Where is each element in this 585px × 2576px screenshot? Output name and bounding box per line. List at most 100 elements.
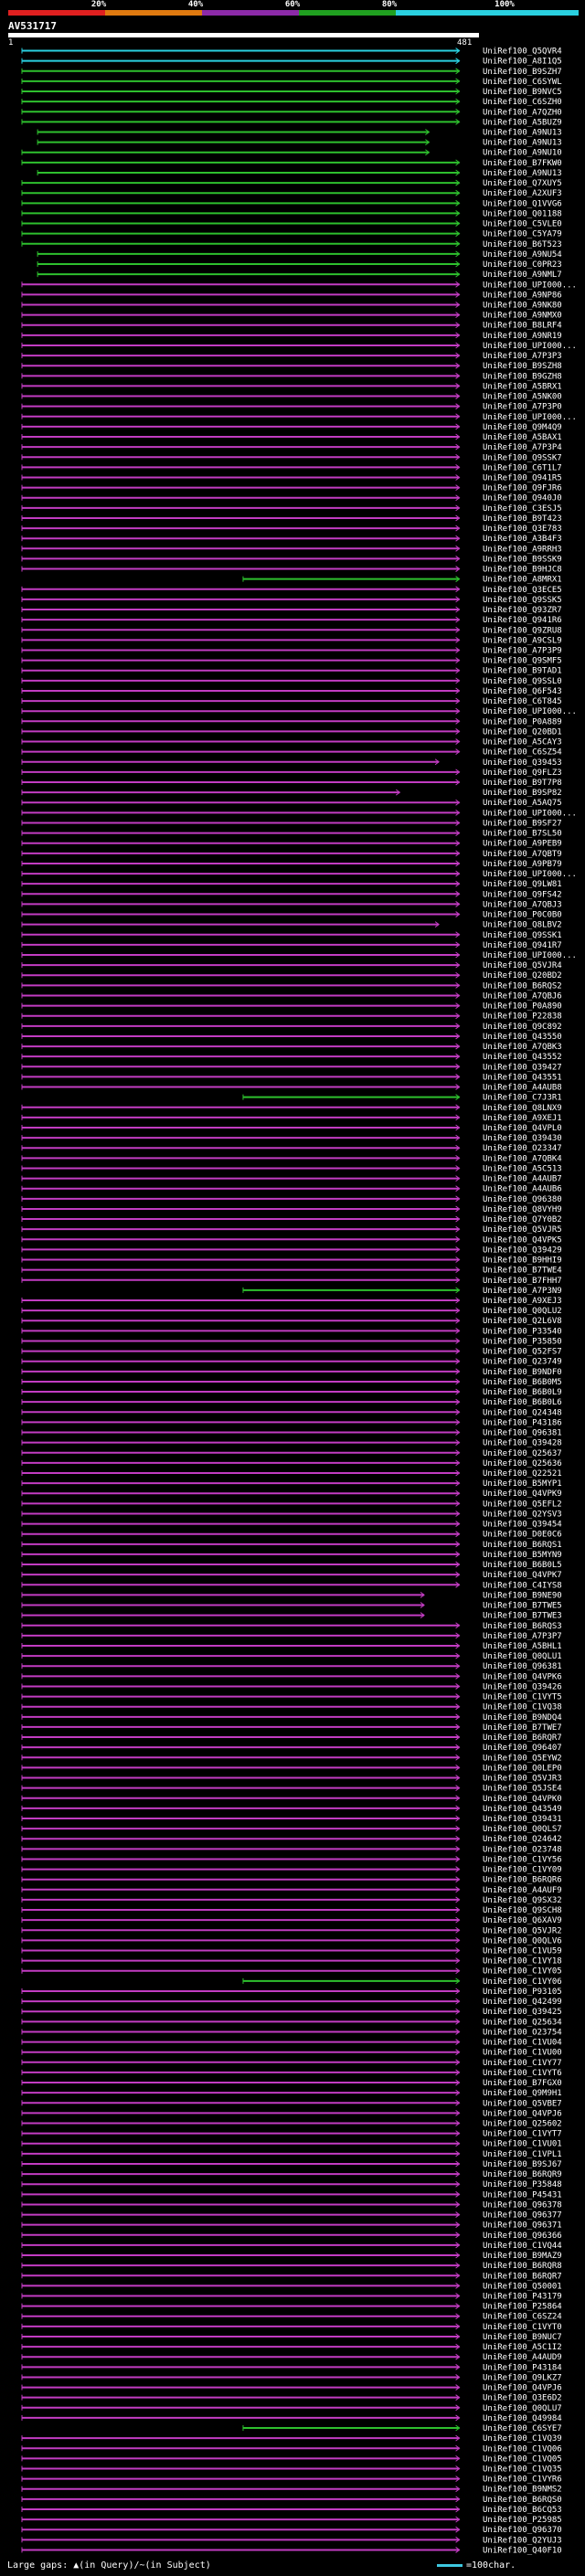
alignment-row[interactable]: UniRef100_C1VPL1 — [21, 2150, 562, 2159]
alignment-row[interactable]: UniRef100_A7P3P4 — [21, 443, 562, 452]
alignment-row[interactable]: UniRef100_P93105 — [21, 1988, 562, 1997]
hit-accession-label[interactable]: UniRef100_Q96381 — [483, 1662, 562, 1671]
alignment-row[interactable]: UniRef100_Q7XUY5 — [21, 179, 562, 188]
hit-accession-label[interactable]: UniRef100_C6SYWL — [483, 78, 562, 87]
hit-accession-label[interactable]: UniRef100_A7P3P4 — [483, 443, 562, 452]
hit-accession-label[interactable]: UniRef100_A5BUZ9 — [483, 118, 562, 127]
hit-accession-label[interactable]: UniRef100_B7FGX0 — [483, 2079, 562, 2088]
alignment-row[interactable]: UniRef100_B6RQS2 — [21, 981, 562, 991]
alignment-row[interactable]: UniRef100_A9NP86 — [21, 291, 562, 300]
alignment-row[interactable]: UniRef100_Q941R7 — [21, 941, 562, 950]
hit-accession-label[interactable]: UniRef100_Q9SMF5 — [483, 657, 562, 666]
hit-accession-label[interactable]: UniRef100_Q25636 — [483, 1459, 562, 1468]
alignment-row[interactable]: UniRef100_Q23749 — [21, 1358, 562, 1367]
alignment-row[interactable]: UniRef100_A9XEJ1 — [21, 1114, 562, 1123]
alignment-row[interactable]: UniRef100_Q5VJR4 — [21, 961, 562, 970]
hit-accession-label[interactable]: UniRef100_B6RQS2 — [483, 981, 562, 991]
hit-accession-label[interactable]: UniRef100_Q1VVG6 — [483, 199, 562, 208]
alignment-row[interactable]: UniRef100_Q9LW81 — [21, 880, 562, 889]
alignment-row[interactable]: UniRef100_B7TWE7 — [21, 1723, 562, 1733]
alignment-row[interactable]: UniRef100_Q9SSL0 — [21, 677, 562, 686]
hit-accession-label[interactable]: UniRef100_Q3E6D2 — [483, 2394, 562, 2403]
alignment-row[interactable]: UniRef100_Q5EYW2 — [21, 1754, 562, 1763]
hit-accession-label[interactable]: UniRef100_Q24348 — [483, 1408, 562, 1417]
alignment-row[interactable]: UniRef100_B6CQ53 — [21, 2506, 562, 2515]
alignment-row[interactable]: UniRef100_C1VQ39 — [21, 2434, 562, 2443]
hit-accession-label[interactable]: UniRef100_C6T1L7 — [483, 463, 562, 472]
hit-accession-label[interactable]: UniRef100_A4AUB8 — [483, 1084, 562, 1093]
hit-accession-label[interactable]: UniRef100_Q4VPJ6 — [483, 2384, 562, 2393]
hit-accession-label[interactable]: UniRef100_B9HJC8 — [483, 566, 562, 575]
alignment-row[interactable]: UniRef100_Q96378 — [21, 2200, 562, 2210]
alignment-row[interactable]: UniRef100_Q9SSK5 — [21, 596, 562, 605]
hit-accession-label[interactable]: UniRef100_B9SSK9 — [483, 555, 562, 564]
hit-accession-label[interactable]: UniRef100_Q4VPK7 — [483, 1571, 562, 1580]
hit-accession-label[interactable]: UniRef100_A5NK00 — [483, 393, 562, 402]
hit-accession-label[interactable]: UniRef100_Q2YUJ3 — [483, 2536, 562, 2545]
hit-accession-label[interactable]: UniRef100_O23748 — [483, 1845, 562, 1854]
alignment-row[interactable]: UniRef100_Q8LNX9 — [21, 1104, 562, 1113]
hit-accession-label[interactable]: UniRef100_A7P3P9 — [483, 646, 562, 655]
hit-accession-label[interactable]: UniRef100_P0A890 — [483, 1002, 562, 1012]
hit-accession-label[interactable]: UniRef100_P22838 — [483, 1012, 562, 1022]
alignment-row[interactable]: UniRef100_Q9SSK7 — [21, 453, 562, 462]
alignment-row[interactable]: UniRef100_C1VY09 — [21, 1866, 562, 1875]
alignment-row[interactable]: UniRef100_P43186 — [21, 1418, 562, 1427]
alignment-row[interactable]: UniRef100_B9HJC8 — [21, 566, 562, 575]
hit-accession-label[interactable]: UniRef100_C1VY06 — [483, 1977, 562, 1987]
hit-accession-label[interactable]: UniRef100_Q39430 — [483, 1134, 562, 1143]
alignment-row[interactable]: UniRef100_C0PR23 — [37, 260, 562, 270]
hit-accession-label[interactable]: UniRef100_A7QBT9 — [483, 850, 562, 859]
hit-accession-label[interactable]: UniRef100_P25864 — [483, 2303, 562, 2312]
hit-accession-label[interactable]: UniRef100_C1VQ06 — [483, 2444, 562, 2454]
hit-accession-label[interactable]: UniRef100_B9NDF0 — [483, 1368, 562, 1377]
hit-accession-label[interactable]: UniRef100_A7QBJ6 — [483, 991, 562, 1001]
alignment-row[interactable]: UniRef100_Q20BD2 — [21, 971, 562, 981]
hit-accession-label[interactable]: UniRef100_Q40F10 — [483, 2546, 562, 2555]
alignment-row[interactable]: UniRef100_Q5QVR4 — [21, 48, 562, 57]
alignment-row[interactable]: UniRef100_A3B4F3 — [21, 535, 562, 544]
alignment-row[interactable]: UniRef100_Q0QLU7 — [21, 2404, 562, 2413]
alignment-row[interactable]: UniRef100_Q4VPK9 — [21, 1489, 562, 1499]
hit-accession-label[interactable]: UniRef100_C1VY09 — [483, 1866, 562, 1875]
alignment-row[interactable]: UniRef100_A4AUD9 — [21, 2353, 562, 2362]
alignment-row[interactable]: UniRef100_Q941R5 — [21, 473, 562, 482]
alignment-row[interactable]: UniRef100_C5YA79 — [21, 230, 562, 239]
alignment-row[interactable]: UniRef100_A7QBT9 — [21, 850, 562, 859]
alignment-row[interactable]: UniRef100_A8I1Q5 — [21, 58, 562, 67]
alignment-row[interactable]: UniRef100_B6RQR7 — [21, 2272, 562, 2281]
alignment-row[interactable]: UniRef100_Q9M9H1 — [21, 2089, 562, 2098]
hit-accession-label[interactable]: UniRef100_B9SF27 — [483, 819, 562, 828]
alignment-row[interactable]: UniRef100_Q940J0 — [21, 494, 562, 504]
alignment-row[interactable]: UniRef100_UPI000... — [21, 413, 577, 422]
alignment-row[interactable]: UniRef100_B9GZH8 — [21, 372, 562, 381]
hit-accession-label[interactable]: UniRef100_C5YA79 — [483, 230, 562, 239]
alignment-row[interactable]: UniRef100_Q9FJR6 — [21, 484, 562, 493]
hit-accession-label[interactable]: UniRef100_A9NMX0 — [483, 312, 562, 321]
alignment-row[interactable]: UniRef100_A9PB79 — [21, 860, 562, 869]
alignment-row[interactable]: UniRef100_A9RRH3 — [21, 545, 562, 554]
alignment-row[interactable]: UniRef100_P45431 — [21, 2190, 562, 2200]
hit-accession-label[interactable]: UniRef100_C6SYE7 — [483, 2424, 562, 2433]
hit-accession-label[interactable]: UniRef100_B6RQR9 — [483, 2170, 562, 2179]
hit-accession-label[interactable]: UniRef100_UPI000... — [483, 413, 577, 422]
alignment-row[interactable]: UniRef100_Q8LBV2 — [21, 921, 562, 930]
hit-accession-label[interactable]: UniRef100_D0E0C6 — [483, 1531, 562, 1540]
hit-accession-label[interactable]: UniRef100_C1VQ39 — [483, 2434, 562, 2443]
hit-accession-label[interactable]: UniRef100_C1VYT0 — [483, 2323, 562, 2332]
alignment-row[interactable]: UniRef100_Q39454 — [21, 1521, 562, 1530]
hit-accession-label[interactable]: UniRef100_A5BAX1 — [483, 433, 562, 442]
alignment-row[interactable]: UniRef100_A5BHL1 — [21, 1642, 562, 1651]
hit-accession-label[interactable]: UniRef100_Q9SSL0 — [483, 677, 562, 686]
hit-accession-label[interactable]: UniRef100_Q9ZRU8 — [483, 626, 562, 635]
alignment-row[interactable]: UniRef100_Q25602 — [21, 2120, 562, 2129]
hit-accession-label[interactable]: UniRef100_Q24642 — [483, 1835, 562, 1844]
hit-accession-label[interactable]: UniRef100_Q5JSE4 — [483, 1785, 562, 1794]
hit-accession-label[interactable]: UniRef100_A9XEJ3 — [483, 1297, 562, 1306]
alignment-row[interactable]: UniRef100_A5BUZ9 — [21, 118, 562, 127]
alignment-row[interactable]: UniRef100_B6RQR6 — [21, 1876, 562, 1885]
hit-accession-label[interactable]: UniRef100_Q8VYH9 — [483, 1205, 562, 1214]
alignment-row[interactable]: UniRef100_B9T7P8 — [21, 779, 562, 788]
hit-accession-label[interactable]: UniRef100_Q9SSK7 — [483, 453, 562, 462]
alignment-row[interactable]: UniRef100_Q5VJR3 — [21, 1775, 562, 1784]
